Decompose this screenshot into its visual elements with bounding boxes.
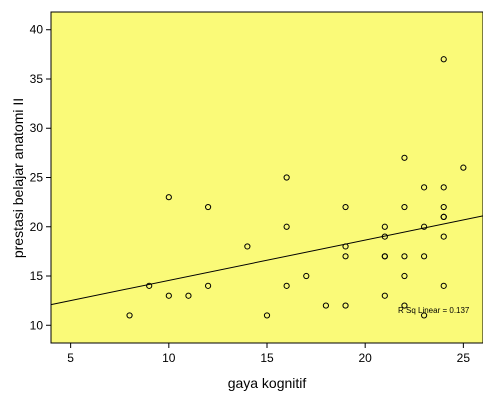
data-point xyxy=(401,154,408,161)
y-tick-label: 30 xyxy=(30,121,44,135)
data-point xyxy=(283,174,290,181)
data-point xyxy=(322,302,330,309)
data-point xyxy=(381,223,388,230)
data-point xyxy=(204,282,212,289)
data-point xyxy=(401,272,408,280)
data-point xyxy=(401,203,408,211)
data-point xyxy=(263,312,271,319)
data-point xyxy=(244,243,251,250)
data-point xyxy=(420,184,428,191)
data-point xyxy=(420,253,428,260)
data-point xyxy=(420,223,428,230)
data-point xyxy=(440,282,447,289)
data-point xyxy=(401,302,408,309)
x-tick-label: 15 xyxy=(260,351,274,365)
data-point xyxy=(440,184,447,191)
data-point xyxy=(283,223,290,230)
data-point xyxy=(460,164,467,171)
data-point xyxy=(401,253,408,260)
y-tick-label: 20 xyxy=(30,220,44,234)
x-axis-ticks: 5 10 15 20 25 xyxy=(67,343,470,365)
data-point xyxy=(420,312,428,319)
data-point xyxy=(204,203,212,211)
data-point xyxy=(381,253,388,260)
data-point xyxy=(440,56,447,63)
data-points xyxy=(126,56,467,319)
data-point xyxy=(165,194,172,201)
x-tick-label: 10 xyxy=(162,351,176,365)
data-point xyxy=(342,253,349,260)
data-point xyxy=(185,292,192,299)
data-point xyxy=(342,302,349,309)
x-tick-label: 20 xyxy=(359,351,373,365)
data-point xyxy=(342,203,349,211)
data-point xyxy=(126,312,133,319)
data-point xyxy=(381,233,388,240)
y-tick-label: 15 xyxy=(30,269,44,283)
data-point xyxy=(283,282,290,289)
data-point xyxy=(342,243,349,250)
data-point xyxy=(303,272,310,280)
data-point xyxy=(440,233,447,240)
fit-line-label: R Sq Linear = 0.137 xyxy=(398,306,470,315)
plot-area xyxy=(50,11,483,344)
x-axis-label: gaya kognitif xyxy=(228,375,307,391)
y-axis-ticks: 10 15 20 25 30 35 40 xyxy=(30,23,51,332)
data-point xyxy=(440,203,447,211)
data-point xyxy=(146,282,153,289)
y-tick-label: 25 xyxy=(30,171,44,185)
y-tick-label: 40 xyxy=(30,23,44,37)
data-point xyxy=(381,292,388,299)
y-tick-label: 35 xyxy=(30,72,44,86)
y-axis-label: prestasi belajar anatomi II xyxy=(10,98,26,258)
data-point xyxy=(165,292,172,299)
data-point xyxy=(440,213,447,221)
regression-line xyxy=(50,215,483,306)
y-tick-label: 10 xyxy=(30,318,44,332)
x-tick-label: 25 xyxy=(457,351,471,365)
x-tick-label: 5 xyxy=(67,351,74,365)
